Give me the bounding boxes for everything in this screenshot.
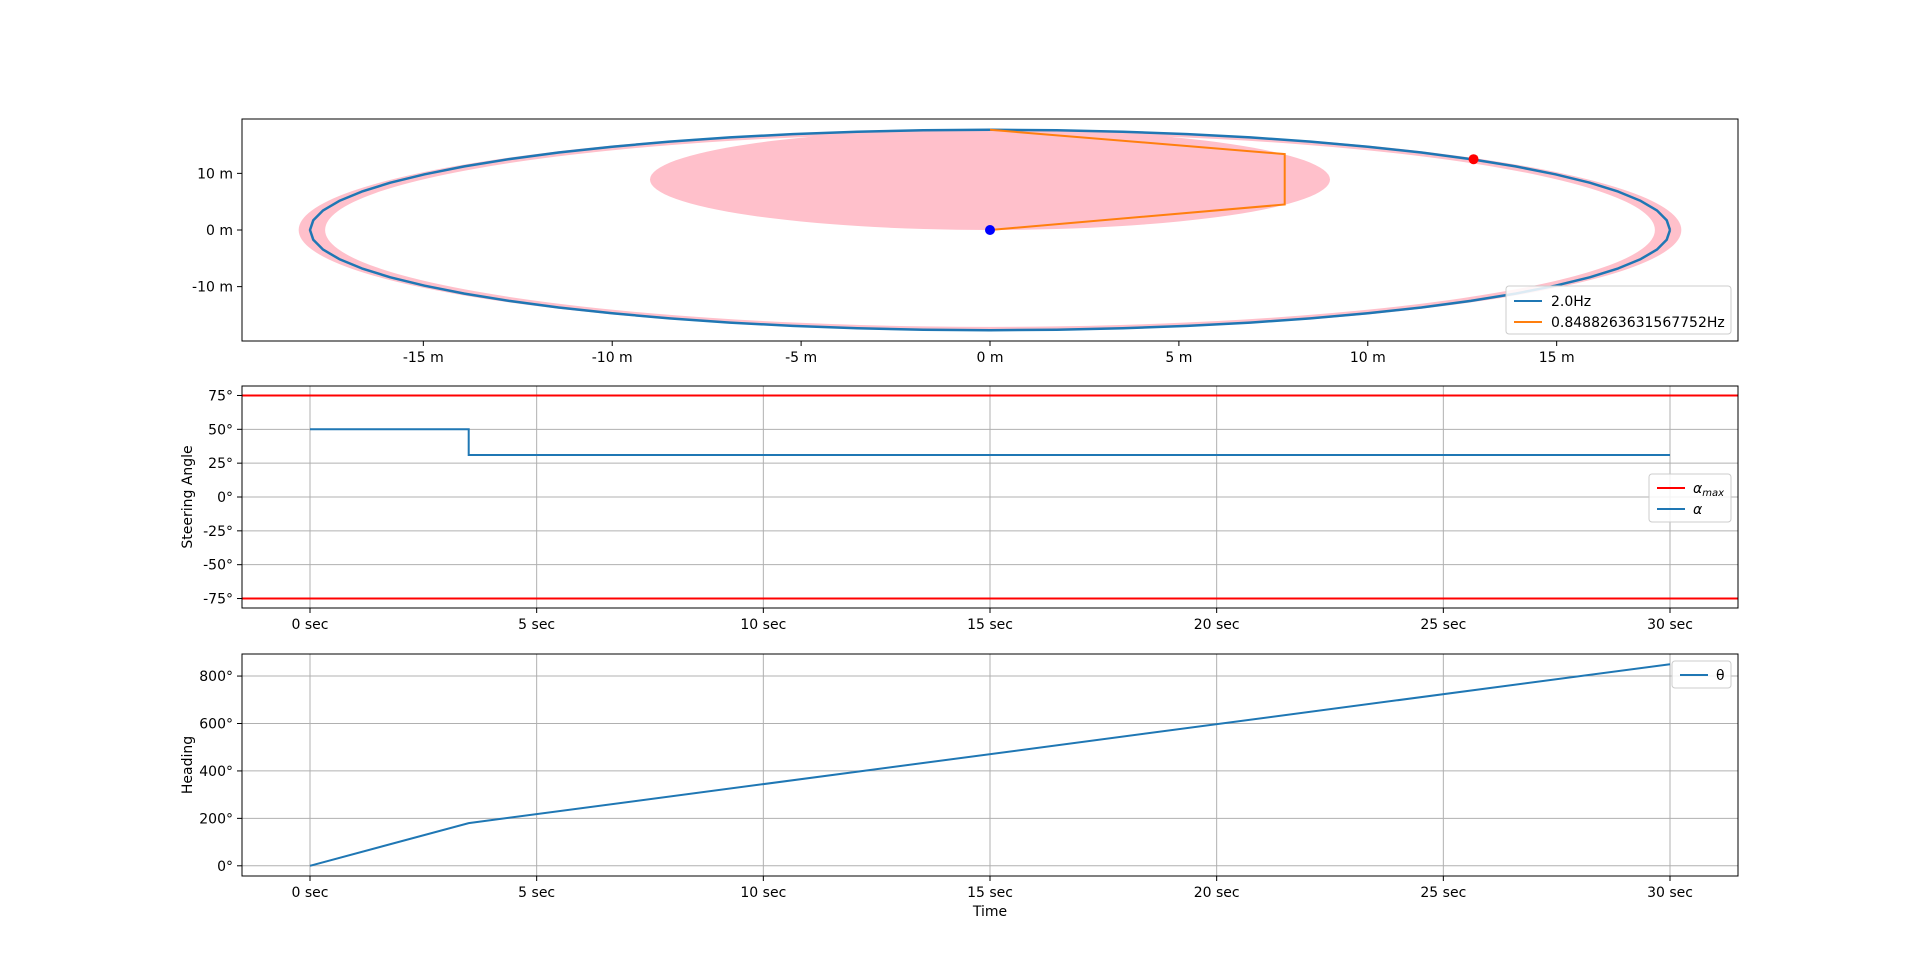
legend-label: αmax [1693,481,1724,499]
reachable-ellipse-region [650,129,1330,230]
y-tick-label: 10 m [197,166,233,182]
legend-label-main: α [1693,481,1703,497]
trajectory-legend: 2.0Hz 0.8488263631567752Hz [1505,285,1732,335]
legend-label: α [1693,502,1703,518]
x-tick-label: 0 m [977,350,1004,366]
plot-frame [241,385,1739,609]
y-tick-label: -50° [203,558,233,574]
legend-label-sub: max [1702,488,1724,499]
theta-line [309,663,1671,867]
x-tick-label: 5 m [1165,350,1192,366]
target-marker [1468,154,1479,165]
heading-legend: θ [1671,660,1732,689]
heading-plot-area [309,663,1671,867]
x-tick-label: 0 sec [292,617,329,633]
x-tick-label: 15 sec [967,617,1013,633]
steering-panel: 0 sec 5 sec 10 sec 15 sec 20 sec 25 sec 30 sec… [180,385,1739,633]
alpha-line [310,428,1670,456]
x-tick-label: 15 m [1539,350,1575,366]
y-tick-label: 200° [199,811,233,827]
plot-frame [241,653,1739,877]
x-tick-label: 10 sec [740,617,786,633]
x-tick-label: -10 m [592,350,633,366]
y-tick-label: 0° [217,859,233,875]
x-tick-label: 10 sec [740,885,786,901]
x-tick-label: 15 sec [967,885,1013,901]
y-tick-label: 600° [199,716,233,732]
legend-label: 2.0Hz [1551,294,1591,310]
y-tick-label: 0° [217,490,233,506]
trajectory-line-2hz [308,128,1672,332]
x-tick-label: 5 sec [518,885,555,901]
y-tick-label: 50° [208,422,233,438]
y-tick-label: -75° [203,592,233,608]
x-tick-label: 25 sec [1420,617,1466,633]
heading-panel: 0 sec 5 sec 10 sec 15 sec 20 sec 25 sec 30 sec… [180,653,1739,920]
y-axis-label: Steering Angle [180,445,196,548]
y-tick-label: 0 m [206,223,233,239]
legend-label-main: α [1693,502,1703,518]
y-tick-label: -25° [203,524,233,540]
steering-plot-area [242,394,1738,600]
x-tick-label: 20 sec [1194,617,1240,633]
y-tick-label: 800° [199,669,233,685]
x-tick-label: -15 m [403,350,444,366]
x-tick-label: 5 sec [518,617,555,633]
x-axis-label: Time [972,904,1007,920]
y-tick-label: -10 m [192,280,233,296]
x-tick-label: 20 sec [1194,885,1240,901]
trajectory-plot-area [298,128,1682,332]
x-tick-label: -5 m [785,350,817,366]
legend-label: 0.8488263631567752Hz [1551,315,1725,331]
x-tick-label: 30 sec [1647,617,1693,633]
y-tick-label: 75° [208,388,233,404]
y-axis-label: Heading [180,736,196,794]
y-tick-label: 25° [208,456,233,472]
x-tick-label: 30 sec [1647,885,1693,901]
trajectory-panel: -15 m -10 m -5 m 0 m 5 m 10 m 15 m -10 m 0 m 10 m… [192,118,1739,366]
x-tick-label: 10 m [1350,350,1386,366]
legend-box [1505,285,1732,335]
trajectory-line-low-freq [989,128,1286,231]
origin-marker [985,225,995,235]
x-tick-label: 0 sec [292,885,329,901]
y-tick-label: 400° [199,764,233,780]
legend-label: θ [1716,668,1725,684]
x-tick-label: 25 sec [1420,885,1466,901]
